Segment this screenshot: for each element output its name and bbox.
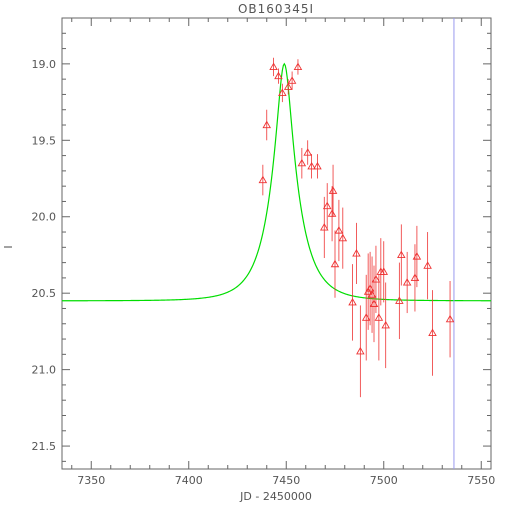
plot-frame [61, 17, 492, 470]
x-tick-label: 7400 [175, 474, 203, 487]
data-point [395, 296, 404, 304]
data-point [287, 76, 297, 84]
x-tick-label: 7450 [272, 474, 300, 487]
data-point [269, 62, 278, 71]
data-point [412, 252, 422, 260]
x-tick-label: 7350 [77, 474, 105, 487]
data-point [283, 82, 293, 90]
data-point [423, 261, 432, 269]
x-axis-label: JD - 2450000 [239, 490, 312, 503]
y-tick-label: 19.0 [32, 58, 57, 71]
model-curve-group [62, 62, 492, 302]
data-point [356, 346, 365, 355]
data-point [297, 158, 307, 167]
data-points [258, 57, 455, 398]
data-point [381, 320, 390, 329]
x-tick-label: 7550 [467, 474, 495, 487]
data-point [322, 201, 332, 210]
data-point [445, 314, 455, 323]
data-point [307, 161, 316, 170]
data-point [371, 275, 381, 283]
data-point [330, 259, 340, 268]
data-point [402, 278, 412, 286]
y-tick-label: 20.0 [32, 211, 57, 224]
data-point [327, 209, 337, 217]
data-point [258, 175, 268, 184]
data-point [379, 267, 389, 275]
x-ticks: 7350 7400 7450 7500 7550 [71, 18, 495, 487]
x-tick-label: 7500 [370, 474, 398, 487]
data-point [274, 71, 283, 80]
y-ticks: 19.0 19.5 20.0 20.5 21.0 21.5 [32, 32, 491, 462]
y-tick-label: 21.5 [32, 440, 57, 453]
data-point [278, 88, 287, 96]
data-point [397, 250, 406, 259]
data-point [334, 226, 344, 234]
data-point [338, 233, 348, 242]
data-point [293, 62, 303, 71]
data-point [319, 223, 329, 231]
y-axis-label: I [2, 245, 15, 248]
chart-title: OB160345I [238, 2, 314, 16]
y-tick-label: 19.5 [32, 134, 57, 147]
data-point [428, 328, 437, 337]
data-point [348, 297, 357, 306]
data-point [262, 120, 272, 129]
y-tick-label: 20.5 [32, 287, 57, 300]
data-point [303, 148, 312, 156]
data-point [374, 313, 384, 321]
data-point [352, 249, 361, 257]
data-point [328, 186, 338, 194]
model-curve [62, 62, 492, 302]
y-tick-label: 21.0 [32, 364, 57, 377]
data-point [313, 161, 322, 170]
